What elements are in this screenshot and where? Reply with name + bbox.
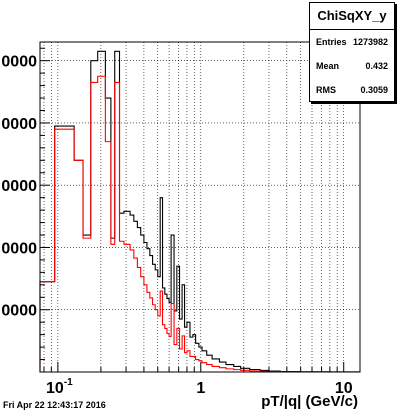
stats-entries-label: Entries <box>316 37 347 47</box>
stats-mean-row: Mean 0.432 <box>310 54 394 78</box>
histogram-series-1 <box>39 75 361 373</box>
plot-frame <box>39 41 361 373</box>
stats-rms-label: RMS <box>316 85 336 95</box>
x-tick-label-exponent: -1 <box>64 377 73 388</box>
stats-rms-row: RMS 0.3059 <box>310 78 394 102</box>
stats-mean-value: 0.432 <box>365 61 388 71</box>
histogram-line <box>39 75 361 373</box>
x-tick-label: 1 <box>196 380 205 397</box>
y-tick-label: 0000 <box>1 54 37 71</box>
y-tick-label: 0000 <box>1 303 37 320</box>
axis-ticks <box>40 47 345 373</box>
footer-timestamp: Fri Apr 22 12:43:17 2016 <box>3 400 106 410</box>
stats-rms-value: 0.3059 <box>360 85 388 95</box>
stats-entries-value: 1273982 <box>352 37 388 47</box>
x-tick-label: 10 <box>46 380 64 397</box>
x-axis-label: pT/|q| (GeV/c) <box>261 393 358 410</box>
stats-box: ChiSqXY_y Entries 1273982 Mean 0.432 RMS… <box>309 2 395 102</box>
y-tick-label: 0000 <box>1 116 37 133</box>
series-layer <box>39 50 361 373</box>
stats-entries-row: Entries 1273982 <box>310 30 394 54</box>
stats-title: ChiSqXY_y <box>310 3 394 30</box>
stats-mean-label: Mean <box>316 61 340 71</box>
y-tick-label: 0000 <box>1 178 37 195</box>
y-tick-label: 0000 <box>1 240 37 257</box>
x-tick-label: 10 <box>335 380 353 397</box>
